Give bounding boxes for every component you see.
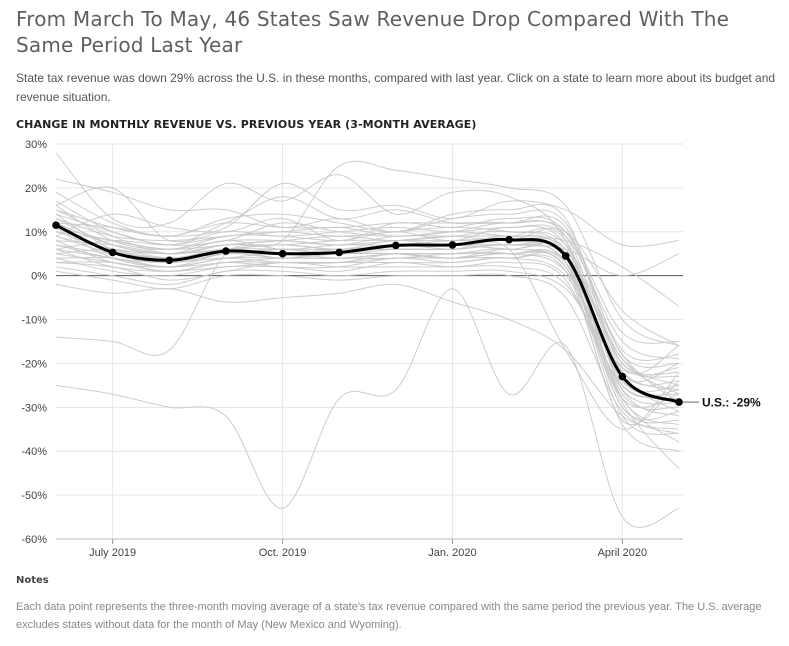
state-series-line[interactable] [55,252,680,425]
x-tick-label: April 2020 [598,547,648,559]
x-tick-label: July 2019 [89,547,136,559]
us-average-point [165,256,174,265]
state-series-line[interactable] [55,209,680,344]
us-average-label-group: U.S.: -29% [683,396,761,410]
state-series-line[interactable] [55,266,680,378]
x-tick-label: Jan. 2020 [428,547,476,559]
state-series-line[interactable] [55,257,680,470]
y-tick-label: -10% [21,315,47,327]
x-axis: July 2019 Oct. 2019 Jan. 2020 April 2020 [56,538,683,559]
state-series-line[interactable] [55,160,680,356]
page-subtitle: State tax revenue was down 29% across th… [16,71,776,104]
us-average-point [278,249,287,258]
y-axis: 30% 20% 10% 0% -10% -20% -30% -40% -50% -60% [21,139,47,546]
y-tick-label: 10% [25,227,47,239]
us-average-label: U.S.: -29% [702,396,761,410]
state-series-line[interactable] [55,218,680,404]
us-average-point [222,247,230,255]
us-average-point [618,372,627,381]
revenue-line-chart: July 2019 Oct. 2019 Jan. 2020 April 2020 30… [21,139,761,559]
x-tick-label: Oct. 2019 [259,547,307,559]
us-average-point [675,398,683,406]
us-average-point [448,241,457,249]
us-average-point [561,252,570,260]
us-average-point [335,248,343,257]
notes-text: Each data point represents the three-mon… [16,601,762,631]
page-title: From March To May, 46 States Saw Revenue… [16,7,730,57]
y-tick-label: -60% [21,534,47,546]
us-average-series [52,221,683,406]
state-series-line[interactable] [55,288,680,528]
y-tick-label: 20% [25,183,47,195]
us-average-point [108,248,117,257]
y-tick-label: -50% [21,490,47,502]
y-tick-label: 30% [25,139,47,151]
y-tick-label: -40% [21,446,47,458]
y-tick-label: 0% [31,271,47,283]
us-average-point [392,241,400,250]
chart-title: CHANGE IN MONTHLY REVENUE VS. PREVIOUS Y… [16,118,477,131]
state-series-line[interactable] [55,226,680,417]
state-series-line[interactable] [55,248,680,383]
y-tick-label: -30% [21,402,47,414]
state-series-line[interactable] [55,244,680,443]
state-series-line[interactable] [55,248,680,408]
y-tick-label: -20% [21,358,47,370]
us-average-point [52,221,60,229]
state-series-line[interactable] [55,213,680,360]
notes-heading: Notes [16,575,49,586]
state-lines [55,152,680,528]
us-average-point [505,235,513,244]
state-series-line[interactable] [55,283,680,435]
